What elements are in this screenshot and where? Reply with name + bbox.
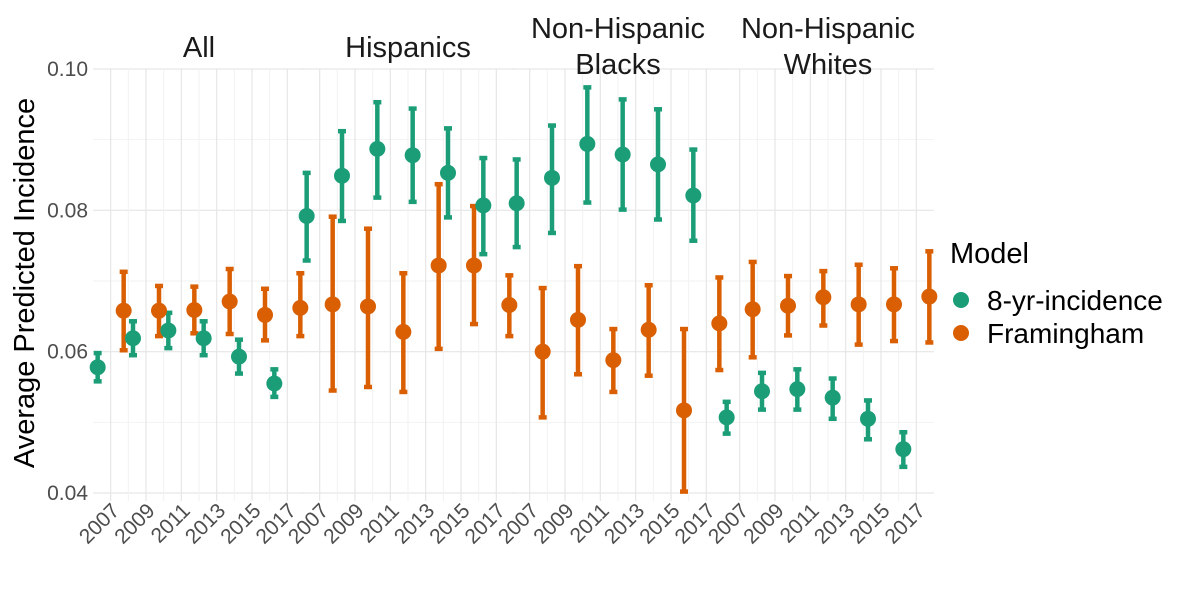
point-non-hispanic-blacks-framingham-2011 (605, 352, 622, 369)
x-tick-label: 2017 (881, 499, 930, 548)
legend-item-framingham: Framingham (953, 318, 1144, 349)
point-hispanics-framingham-2011 (395, 323, 412, 340)
point-hispanics-8-yr-incidence-2017 (475, 197, 492, 214)
legend-title: Model (950, 238, 1029, 270)
facet-title-non-hispanic-whites: Non-Hispanic Whites (741, 13, 915, 81)
y-axis-label: Average Predicted Incidence (9, 98, 41, 468)
point-non-hispanic-whites-framingham-2011 (815, 289, 832, 306)
point-non-hispanic-blacks-framingham-2013 (640, 321, 657, 338)
point-non-hispanic-whites-framingham-2017 (921, 288, 938, 305)
x-tick-label: 2015 (845, 499, 894, 548)
x-tick-label: 2009 (739, 499, 788, 548)
legend-key-8-yr-incidence (953, 292, 969, 308)
point-hispanics-8-yr-incidence-2015 (440, 164, 456, 181)
legend-label-framingham: Framingham (987, 318, 1144, 349)
point-hispanics-8-yr-incidence-2011 (369, 140, 386, 157)
point-all-framingham-2013 (221, 293, 238, 310)
point-hispanics-8-yr-incidence-2013 (404, 147, 421, 164)
point-non-hispanic-blacks-framingham-2009 (570, 311, 586, 328)
y-tick-label: 0.04 (47, 482, 88, 505)
point-non-hispanic-whites-8-yr-incidence-2015 (860, 410, 876, 427)
point-all-8-yr-incidence-2007 (89, 359, 106, 376)
point-non-hispanic-whites-8-yr-incidence-2011 (789, 381, 806, 398)
legend-key-framingham (953, 325, 969, 341)
y-tick-label: 0.08 (47, 199, 88, 222)
point-all-framingham-2011 (186, 301, 203, 318)
legend-label-8-yr-incidence: 8-yr-incidence (987, 285, 1163, 316)
x-tick-label: 2007 (494, 499, 543, 548)
point-hispanics-framingham-2017 (501, 297, 518, 314)
point-non-hispanic-blacks-8-yr-incidence-2007 (508, 195, 525, 212)
point-hispanics-8-yr-incidence-2007 (298, 207, 315, 224)
facet-title-non-hispanic-blacks: Non-Hispanic Blacks (531, 13, 705, 81)
point-non-hispanic-blacks-8-yr-incidence-2015 (650, 156, 666, 173)
point-all-framingham-2009 (151, 302, 167, 319)
x-tick-label: 2015 (425, 499, 474, 548)
point-non-hispanic-whites-framingham-2013 (850, 296, 867, 313)
point-all-8-yr-incidence-2017 (266, 375, 283, 392)
point-non-hispanic-blacks-framingham-2015 (676, 402, 692, 419)
point-non-hispanic-blacks-framingham-2017 (711, 315, 728, 332)
x-tick-label: 2009 (319, 499, 368, 548)
point-non-hispanic-whites-8-yr-incidence-2017 (895, 441, 912, 458)
facet-title-hispanics: Hispanics (345, 32, 471, 64)
point-hispanics-framingham-2009 (360, 298, 376, 315)
x-tick-label: 2015 (635, 499, 684, 548)
point-non-hispanic-whites-framingham-2007 (744, 301, 761, 318)
y-tick-label: 0.06 (47, 341, 88, 364)
point-non-hispanic-blacks-8-yr-incidence-2011 (579, 135, 596, 152)
point-non-hispanic-blacks-framingham-2007 (534, 343, 551, 360)
point-non-hispanic-blacks-8-yr-incidence-2009 (544, 169, 560, 186)
point-hispanics-framingham-2007 (324, 296, 341, 313)
point-hispanics-8-yr-incidence-2009 (334, 167, 350, 184)
facet-title-all: All (183, 32, 215, 64)
point-non-hispanic-whites-8-yr-incidence-2007 (718, 409, 735, 426)
point-non-hispanic-whites-8-yr-incidence-2013 (824, 389, 841, 406)
point-all-8-yr-incidence-2015 (231, 348, 247, 365)
point-all-framingham-2015 (257, 306, 273, 323)
point-hispanics-framingham-2013 (430, 257, 447, 274)
point-all-8-yr-incidence-2011 (160, 322, 177, 339)
x-tick-label: 2009 (110, 499, 159, 548)
y-tick-label: 0.10 (47, 58, 88, 81)
point-non-hispanic-whites-framingham-2015 (886, 296, 902, 313)
point-hispanics-framingham-2015 (466, 257, 482, 274)
x-tick-label: 2007 (704, 499, 753, 548)
x-tick-label: 2013 (390, 499, 439, 548)
point-non-hispanic-whites-framingham-2009 (780, 297, 796, 314)
point-all-8-yr-incidence-2013 (195, 330, 212, 347)
point-all-framingham-2007 (115, 302, 132, 319)
point-non-hispanic-blacks-8-yr-incidence-2017 (685, 187, 702, 204)
x-tick-label: 2013 (810, 499, 859, 548)
x-tick-label: 2009 (529, 499, 578, 548)
x-tick-label: 2007 (75, 499, 124, 548)
x-tick-label: 2013 (600, 499, 649, 548)
legend-item-8-yr-incidence: 8-yr-incidence (953, 285, 1163, 316)
x-tick-label: 2015 (216, 499, 265, 548)
point-all-framingham-2017 (292, 299, 309, 316)
x-tick-label: 2013 (181, 499, 230, 548)
point-all-8-yr-incidence-2009 (125, 330, 141, 347)
point-non-hispanic-whites-8-yr-incidence-2009 (754, 383, 770, 400)
point-non-hispanic-blacks-8-yr-incidence-2013 (614, 146, 631, 163)
